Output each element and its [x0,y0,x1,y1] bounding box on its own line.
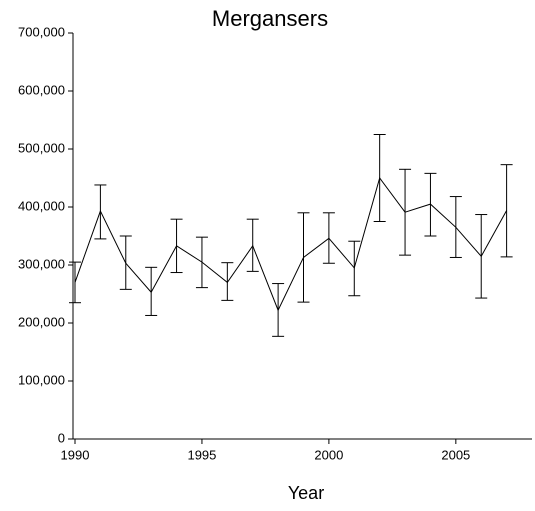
chart-title: Mergansers [212,6,328,31]
y-tick-label: 200,000 [18,314,65,329]
x-tick-label: 2005 [441,447,470,462]
y-tick-label: 700,000 [18,24,65,39]
x-tick-label: 2000 [314,447,343,462]
y-tick-label: 400,000 [18,198,65,213]
y-tick-label: 300,000 [18,256,65,271]
y-tick-label: 100,000 [18,372,65,387]
data-line [74,176,508,312]
x-tick-label: 1995 [187,447,216,462]
y-tick-label: 600,000 [18,82,65,97]
x-axis-label: Year [288,483,324,503]
x-tick-label: 1990 [61,447,90,462]
y-tick-label: 500,000 [18,140,65,155]
y-tick-label: 0 [58,430,65,445]
